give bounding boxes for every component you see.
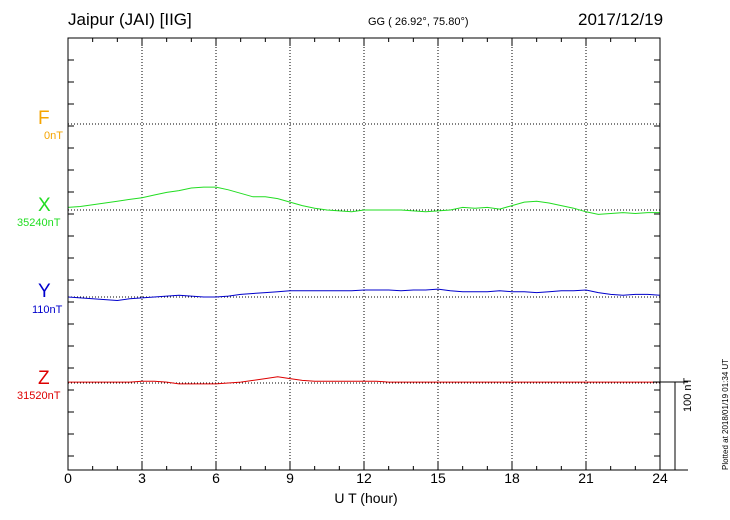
scale-bar: [653, 381, 688, 471]
x-tick-label: 0: [64, 470, 72, 486]
component-y-label: Y: [38, 281, 51, 302]
component-x-label: X: [38, 195, 51, 216]
component-f-label: F: [38, 108, 50, 129]
x-tick-label: 15: [430, 470, 446, 486]
series-line-y: [67, 288, 661, 302]
plotted-timestamp: Plotted at 2018/01/19 01:34 UT: [721, 358, 730, 470]
component-z-label: Z: [38, 368, 50, 389]
scale-bar-label: 100 nT: [682, 377, 694, 412]
component-y-baseline: 110nT: [32, 304, 63, 316]
component-z-baseline: 31520nT: [17, 390, 61, 402]
chart-grid: [68, 38, 660, 470]
x-tick-label: 24: [652, 470, 668, 486]
series-line-z: [68, 376, 660, 385]
chart-series: [67, 186, 661, 385]
x-tick-label: 21: [578, 470, 594, 486]
geo-coordinates: GG ( 26.92°, 75.80°): [368, 16, 469, 28]
station-title: Jaipur (JAI) [IIG]: [68, 10, 192, 29]
chart-ticks: [67, 38, 661, 470]
plot-date: 2017/12/19: [578, 10, 664, 29]
x-tick-label: 3: [138, 470, 146, 486]
x-tick-label: 18: [504, 470, 520, 486]
component-x-baseline: 35240nT: [17, 217, 61, 229]
x-tick-label: 12: [356, 470, 372, 486]
x-axis-label: U T (hour): [334, 490, 398, 506]
x-tick-label: 6: [212, 470, 220, 486]
component-f-baseline: 0nT: [44, 130, 63, 142]
x-tick-label: 9: [286, 470, 294, 486]
series-line-x: [67, 186, 660, 215]
